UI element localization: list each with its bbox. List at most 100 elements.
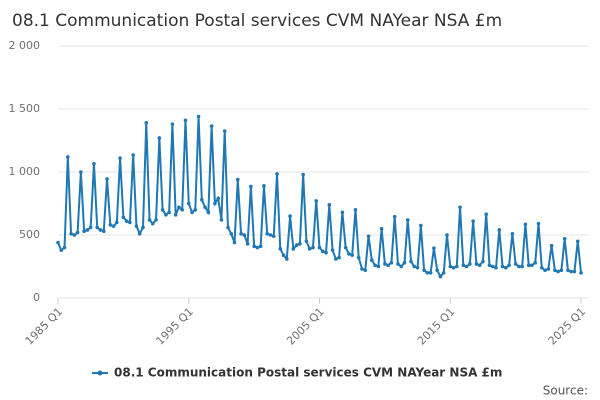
data-point [458,205,462,210]
data-point [412,264,417,269]
data-point [183,118,188,123]
data-point [559,268,564,273]
y-tick-label: 1 000 [9,165,41,178]
chart-title: 08.1 Communication Postal services CVM N… [12,11,502,31]
data-point [258,244,263,249]
data-point [268,233,273,237]
data-point [137,231,142,236]
data-point [101,229,106,234]
data-point [314,199,319,203]
data-point [203,205,207,210]
data-point [160,208,165,212]
data-point [530,263,534,268]
source: Source: [543,384,588,398]
data-point [419,223,423,228]
data-point [435,268,439,273]
data-point [301,172,305,177]
data-point [500,264,505,269]
data-point [294,243,299,247]
data-point [235,177,240,182]
data-point [474,262,479,266]
data-point [164,213,168,217]
data-point [379,226,384,231]
data-point [72,233,77,237]
data-point [219,218,224,222]
data-point [370,258,374,263]
data-point [536,221,541,226]
data-point [311,245,315,250]
data-point [222,129,227,133]
data-point [66,155,70,159]
data-point [288,214,292,218]
data-point [484,212,489,217]
data-point [121,215,126,220]
data-point [399,264,404,269]
data-point [448,264,453,269]
data-point [376,264,381,269]
data-point [461,263,466,268]
data-point [245,242,250,246]
data-point [141,225,145,230]
data-point [206,210,211,215]
data-point [304,239,309,244]
data-point [356,255,361,260]
data-point [307,247,312,251]
y-tick-label: 1 500 [9,102,41,115]
x-tick-label: 2025 Q1 [546,305,589,348]
data-point [353,208,358,212]
data-point [216,196,220,201]
data-point [193,208,198,212]
data-point [242,233,247,237]
data-point [82,229,86,234]
data-point [255,245,260,250]
data-point [209,124,214,128]
data-point [186,201,191,206]
data-point [298,242,302,246]
data-point [95,225,100,230]
data-point [226,225,230,230]
data-point [566,268,570,273]
data-point [98,228,103,232]
data-point [392,214,397,219]
data-point [124,219,129,223]
data-point [150,221,155,226]
data-point [396,262,400,266]
data-point [167,210,171,215]
data-point [180,208,185,212]
x-tick-label: 1995 Q1 [153,305,196,348]
data-point [229,231,234,236]
data-point [200,197,204,202]
data-point [275,172,279,176]
x-tick-label: 2005 Q1 [284,305,327,348]
data-point [373,263,377,268]
data-point [575,239,580,244]
data-point [327,202,332,207]
y-tick-label: 0 [33,291,40,304]
data-point [56,240,60,245]
data-point [111,224,116,228]
data-point [128,220,132,225]
data-point [147,218,152,222]
data-point [533,260,538,265]
data-point [69,231,73,236]
data-point [190,210,194,215]
x-tick-label: 1985 Q1 [23,305,66,348]
data-point [79,170,83,174]
data-point [490,264,495,269]
data-point [543,268,547,273]
data-point [265,231,270,236]
data-point [389,260,394,265]
data-point [271,234,276,239]
data-point [546,267,551,271]
data-point [526,263,531,268]
data-point [320,249,325,254]
data-point [118,156,122,160]
data-point [510,231,515,236]
data-point [157,136,162,140]
data-point [464,264,469,269]
data-point [105,177,109,181]
data-point [213,201,217,206]
data-point [85,228,90,232]
data-point [520,264,524,269]
